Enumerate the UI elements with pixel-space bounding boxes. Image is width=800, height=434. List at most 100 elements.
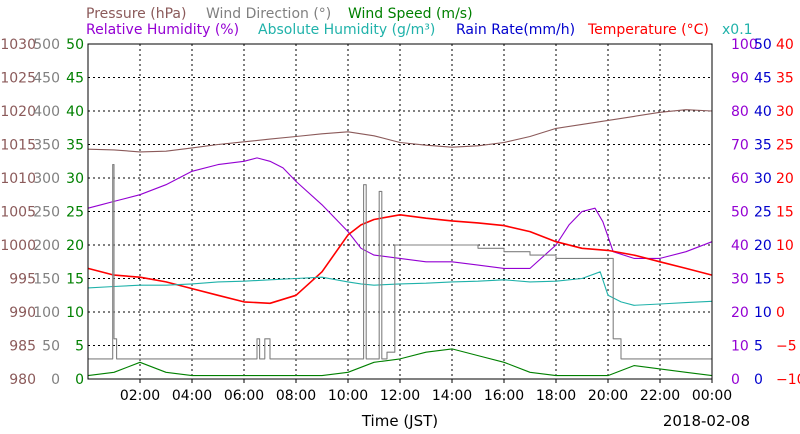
y-tick-label-wind_speed: 35 [66,138,84,154]
y-tick-label-wind_direction: 500 [33,37,60,53]
x-tick-label: 16:00 [484,388,524,404]
legend-item-relative_humidity: Relative Humidity (%) [86,22,239,38]
series-line-relative_humidity [87,157,713,269]
y-tick-label-temperature: 20 [776,171,794,187]
y-tick-label-temperature: 15 [776,205,794,221]
legend-item-temperature: Temperature (°C) [587,22,709,38]
legend-item-pressure: Pressure (hPa) [86,6,186,22]
y-tick-label-relative_humidity: 50 [731,205,749,221]
y-tick-label-pressure: 1015 [0,138,36,154]
y-tick-label-pressure: 1000 [0,238,36,254]
scale-note: x0.1 [722,22,753,38]
y-tick-label-temperature: 40 [776,37,794,53]
y-axes: 9809859909951000100510101015102010251030… [0,37,800,388]
x-axis-label: Time (JST) [361,412,438,430]
y-tick-label-rain_rate: 35 [754,138,772,154]
grid [88,44,712,379]
y-tick-label-rain_rate: 10 [754,305,772,321]
y-tick-label-temperature: 30 [776,104,794,120]
y-tick-label-wind_direction: 200 [33,238,60,254]
y-tick-label-temperature: 25 [776,138,794,154]
y-tick-label-relative_humidity: 10 [731,339,749,355]
y-tick-label-rain_rate: 45 [754,71,772,87]
y-tick-label-wind_direction: 0 [51,372,60,388]
y-tick-label-wind_speed: 15 [66,272,84,288]
x-tick-label: 22:00 [640,388,680,404]
x-tick-label: 06:00 [224,388,264,404]
y-tick-label-pressure: 1020 [0,104,36,120]
y-tick-label-wind_speed: 10 [66,305,84,321]
y-tick-label-wind_speed: 0 [75,372,84,388]
series-line-pressure [87,109,713,153]
y-tick-label-wind_direction: 50 [42,339,60,355]
y-tick-label-relative_humidity: 30 [731,272,749,288]
y-tick-label-pressure: 980 [9,372,36,388]
y-tick-label-rain_rate: 5 [754,339,763,355]
y-tick-label-pressure: 990 [9,305,36,321]
y-tick-label-relative_humidity: 100 [731,37,758,53]
y-tick-label-pressure: 995 [9,272,36,288]
y-tick-label-wind_speed: 25 [66,205,84,221]
y-tick-label-relative_humidity: 20 [731,305,749,321]
y-tick-label-wind_speed: 20 [66,238,84,254]
series-line-wind_speed [87,348,713,377]
y-tick-label-wind_direction: 450 [33,71,60,87]
legend-item-rain_rate: Rain Rate(mm/h) [456,22,575,38]
y-tick-label-wind_speed: 45 [66,71,84,87]
y-tick-label-temperature: 0 [776,305,785,321]
y-tick-label-rain_rate: 30 [754,171,772,187]
x-tick-label: 00:00 [692,388,732,404]
y-tick-label-relative_humidity: 80 [731,104,749,120]
y-tick-label-temperature: 35 [776,71,794,87]
y-tick-label-temperature: 5 [776,272,785,288]
y-tick-label-wind_speed: 5 [75,339,84,355]
x-tick-label: 14:00 [432,388,472,404]
legend: Pressure (hPa) Wind Direction (°) Wind Spe… [86,6,709,38]
y-tick-label-wind_speed: 30 [66,171,84,187]
y-tick-label-wind_direction: 150 [33,272,60,288]
y-tick-label-relative_humidity: 0 [731,372,740,388]
y-tick-label-wind_speed: 40 [66,104,84,120]
y-tick-label-wind_direction: 350 [33,138,60,154]
y-tick-label-relative_humidity: 40 [731,238,749,254]
y-tick-label-rain_rate: 20 [754,238,772,254]
x-tick-label: 10:00 [328,388,368,404]
y-tick-label-wind_speed: 50 [66,37,84,53]
y-tick-label-rain_rate: 25 [754,205,772,221]
y-tick-label-temperature: 10 [776,238,794,254]
x-axis: 02:00 04:00 06:00 08:00 10:00 12:00 14:00 16:00… [120,379,732,404]
y-tick-label-temperature: −5 [776,339,797,355]
y-tick-label-wind_direction: 100 [33,305,60,321]
series-line-temperature [87,214,713,305]
y-tick-label-rain_rate: 50 [754,37,772,53]
y-tick-label-rain_rate: 0 [754,372,763,388]
x-tick-label: 08:00 [276,388,316,404]
legend-item-wind_speed: Wind Speed (m/s) [348,6,473,22]
y-tick-label-wind_direction: 250 [33,205,60,221]
y-tick-label-rain_rate: 15 [754,272,772,288]
x-tick-label: 04:00 [172,388,212,404]
y-tick-label-relative_humidity: 60 [731,171,749,187]
y-tick-label-pressure: 985 [9,339,36,355]
y-tick-label-rain_rate: 40 [754,104,772,120]
y-tick-label-pressure: 1025 [0,71,36,87]
y-tick-label-wind_direction: 400 [33,104,60,120]
x-tick-label: 12:00 [380,388,420,404]
legend-item-wind_direction: Wind Direction (°) [206,6,331,22]
date-label: 2018-02-08 [663,412,750,430]
series-line-wind_direction [88,164,712,360]
y-tick-label-pressure: 1030 [0,37,36,53]
y-tick-label-wind_direction: 300 [33,171,60,187]
y-tick-label-relative_humidity: 70 [731,138,749,154]
y-tick-label-temperature: −10 [776,372,800,388]
series-line-absolute_humidity [87,271,713,306]
y-tick-label-relative_humidity: 90 [731,71,749,87]
absolute-humidity-scale-note: x0.1 [722,22,753,38]
x-tick-label: 18:00 [536,388,576,404]
y-tick-label-pressure: 1005 [0,205,36,221]
x-tick-label: 20:00 [588,388,628,404]
legend-item-absolute_humidity: Absolute Humidity (g/m³) [258,22,435,38]
y-tick-label-pressure: 1010 [0,171,36,187]
x-tick-label: 02:00 [120,388,160,404]
